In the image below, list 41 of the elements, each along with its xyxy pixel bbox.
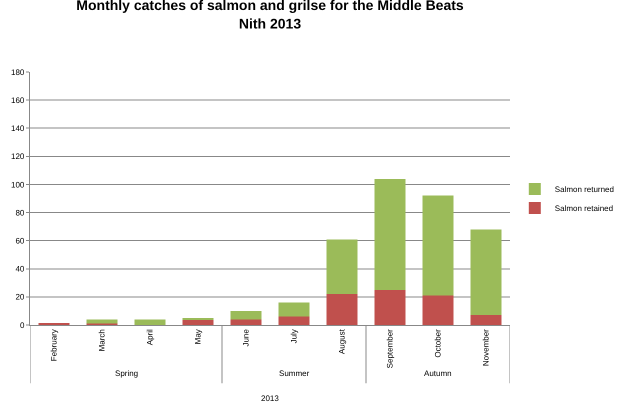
chart-title: Monthly catches of salmon and grilse for the Middle Beats Nith 2013 (76, 0, 464, 32)
bar (374, 178, 406, 290)
bar (230, 310, 262, 320)
legend-label: Salmon returned (554, 185, 614, 194)
y-tick-label: 80 (15, 208, 25, 218)
y-tick-label: 180 (11, 68, 25, 77)
x-axis-title: 2013 (261, 394, 280, 403)
x-tick-label: November (482, 328, 491, 366)
x-tick-label: February (50, 329, 59, 362)
x-tick-label: March (98, 329, 107, 352)
bar (422, 295, 454, 325)
x-tick-label: May (194, 329, 203, 344)
text: Spring (115, 369, 138, 378)
text: Autumn (424, 369, 452, 378)
x-tick-label: July (290, 329, 299, 344)
y-tick-label: 160 (11, 96, 25, 105)
bar (326, 239, 358, 294)
y-tick-label: 20 (15, 292, 25, 302)
text: Summer (279, 369, 310, 378)
y-tick-label: 120 (11, 152, 25, 162)
bar (134, 319, 166, 325)
y-tick-label: 40 (15, 264, 25, 274)
x-tick-label: June (242, 328, 251, 347)
bar (470, 229, 502, 316)
bar (86, 319, 118, 324)
bar (230, 319, 262, 325)
bar (326, 294, 358, 325)
x-tick-label: October (434, 328, 443, 358)
bar (470, 315, 502, 325)
y-tick-label: 140 (11, 124, 25, 134)
y-tick-label: 0 (20, 320, 25, 330)
legend-label: Salmon retained (554, 204, 614, 214)
y-tick-label: 100 (11, 180, 25, 190)
bar (278, 316, 310, 325)
x-tick-label: September (386, 328, 395, 368)
x-tick-label: April (146, 328, 155, 346)
bar (374, 290, 406, 325)
bar (422, 196, 454, 296)
x-tick-label: August (338, 328, 347, 354)
y-tick-label: 60 (15, 236, 25, 246)
bar (278, 302, 310, 317)
